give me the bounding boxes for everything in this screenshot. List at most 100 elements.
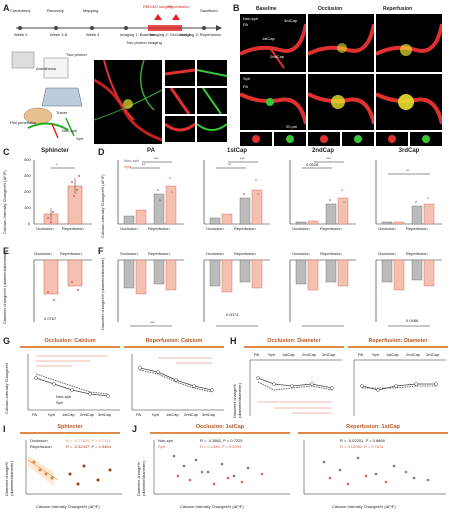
d-1st-sig-0: **	[228, 162, 232, 167]
d-title-3rdcap: 3rdCap	[398, 148, 420, 154]
f-pval-1: 0.0486	[406, 318, 419, 323]
micro-small-1	[165, 60, 195, 86]
f-xtick-occ-2: Occlusion	[206, 251, 224, 256]
sph-setup-label: Sph	[76, 136, 84, 141]
micro-b-sph-occlusion	[308, 74, 374, 130]
nonsph-setup-label: Non-sph	[62, 128, 78, 133]
d-2nd-sig-1: ***	[326, 156, 331, 161]
d-2nd-sig-0: 0.0528	[306, 162, 319, 167]
c-ytick-400: 400	[24, 157, 31, 162]
timeline-step-mapping: Mapping	[83, 8, 99, 13]
d-xtick-occ-2: Occlusion	[206, 226, 224, 231]
j-xlabel-left: Calcium Intensity Changes% (ΔF/F)	[180, 504, 244, 509]
surgery-label: RMCAO surgery	[143, 4, 173, 9]
h-ylabel: Diameter change% (diameter/diameter)	[232, 383, 242, 418]
d-xtick-rep-2: Reperfusion	[234, 226, 256, 231]
tracer-label: Tracer	[56, 110, 68, 115]
d-xtick-occ-3: Occlusion	[292, 226, 310, 231]
panel-label-j: J	[132, 424, 138, 434]
anesthesia-label: Anesthesia	[36, 66, 56, 71]
f-ylabel: Diameter changes% (diameter/diameter)	[100, 257, 105, 330]
label-nonsph: Non-sph	[243, 16, 259, 21]
c-ylabel: Calcium Intensity Changes% (ΔF/F)	[2, 170, 7, 234]
label-sph-row: Sph	[243, 76, 251, 81]
f-xtick-rep-3: Reperfusion	[320, 251, 342, 256]
e-ylabel: Diameter changes% (diameter/diameter)	[2, 251, 7, 324]
timeline-step-sacrificed: Sacrificed	[200, 8, 218, 13]
f-xtick-occ-1: Occlusion	[120, 251, 138, 256]
f-pval-0: 0.0074	[226, 312, 239, 317]
g-banner-rep	[124, 346, 224, 348]
g-xt-pa: PA	[32, 412, 38, 417]
panel-label-f: F	[98, 246, 104, 256]
d-title-2ndcap: 2ndCap	[311, 148, 334, 154]
micro-b-sph-reperfusion	[376, 74, 442, 130]
g-xt-2nd: 2ndCap	[80, 412, 95, 417]
chart-d	[117, 160, 442, 225]
timeline-diagram	[16, 14, 222, 31]
scale-bar: 20 μm	[286, 124, 298, 129]
j-stat-right-0: R = -0.02201, P = 0.8869	[340, 438, 385, 443]
j-ylabel: Diameter change% (diameter/diameter)	[136, 461, 146, 496]
d-xtick-rep-1: Reperfusion	[148, 226, 170, 231]
chart-e	[33, 259, 92, 322]
imaging-2: Imaging 2: Occlusion 1	[150, 32, 191, 37]
d-legend-nonsph: Non-sph	[124, 158, 140, 163]
panel-label-e: E	[3, 246, 10, 256]
j-title-rep: Reperfusion: 1stCap	[346, 424, 400, 430]
e-xtick-reperfusion: Reperfusion	[60, 251, 82, 256]
g-xt-3rd: 3rdCap	[98, 412, 112, 417]
g-xt-sph-r: Sph	[152, 412, 160, 417]
panel-label-h: H	[230, 336, 237, 346]
chart-c	[33, 160, 92, 225]
g-xt-1st-r: 1stCap	[166, 412, 179, 417]
micro-small-4	[197, 88, 227, 114]
j-legend-nonsph: Non-sph	[158, 438, 174, 443]
timeline-step-recovery: Recovery	[47, 8, 64, 13]
g-xt-1st: 1stCap	[62, 412, 75, 417]
i-xlabel: Calcium Intensity Changes% (ΔF/F)	[36, 504, 100, 509]
d-xtick-occ-4: Occlusion	[378, 226, 396, 231]
panel-label-d: D	[98, 147, 105, 157]
label-pa-bottom: PA	[243, 84, 249, 89]
pial-penetrator-label: Pial penetrator	[10, 120, 37, 125]
f-xtick-rep-1: Reperfusion	[148, 251, 170, 256]
timeline-step-craniotomy: Craniotomy	[10, 8, 31, 13]
label-pa-top: PA	[243, 22, 249, 27]
micro-small-2	[197, 60, 227, 86]
micro-b-small-6	[410, 132, 442, 146]
h-xt-3rd: 3rdCap	[322, 352, 336, 357]
g-title-occ: Occlusion: Calcium	[44, 338, 96, 344]
col-baseline: Baseline	[256, 6, 277, 12]
chart-j	[153, 440, 446, 495]
h-xt-sph-r: Sph	[372, 352, 380, 357]
d-pa-sig-0: **	[142, 162, 146, 167]
c-title: Sphincter	[41, 148, 69, 154]
d-title-pa: PA	[147, 148, 155, 154]
two-photon-label: Two photon imaging	[126, 40, 162, 45]
col-occlusion: Occlusion	[318, 6, 343, 12]
label-1stcap: 1stCap	[262, 36, 275, 41]
micrograph-overview	[94, 60, 162, 144]
g-xt-sph: Sph	[48, 412, 56, 417]
week-0: Week 0	[14, 32, 28, 37]
micro-b-small-5	[376, 132, 408, 146]
micro-small-5	[165, 116, 195, 142]
h-xt-pa: PA	[254, 352, 260, 357]
j-banner-rep	[298, 432, 448, 434]
c-sig: *	[56, 162, 58, 167]
d-xtick-rep-3: Reperfusion	[320, 226, 342, 231]
d-ylabel: Calcium Intensity Changes% (ΔF/F)	[100, 174, 105, 238]
h-xt-1st-r: 1stCap	[386, 352, 399, 357]
d-1st-sig-1: ***	[240, 156, 245, 161]
i-stat-rep: R = -0.32437, P = 0.5454	[66, 444, 111, 449]
g-legend-sph: Sph	[56, 400, 64, 405]
c-xtick-reperfusion: Reperfusion	[62, 226, 84, 231]
f-xtick-occ-4: Occlusion	[378, 251, 396, 256]
g-xt-pa-r: PA	[136, 412, 142, 417]
panel-label-b: B	[233, 3, 240, 13]
i-ylabel: Diameter change% (diameter/diameter)	[4, 461, 14, 496]
f-xtick-rep-4: Reperfusion	[406, 251, 428, 256]
g-title-rep: Reperfusion: Calcium	[145, 338, 203, 344]
micro-b-nonsph-occlusion	[308, 14, 374, 72]
